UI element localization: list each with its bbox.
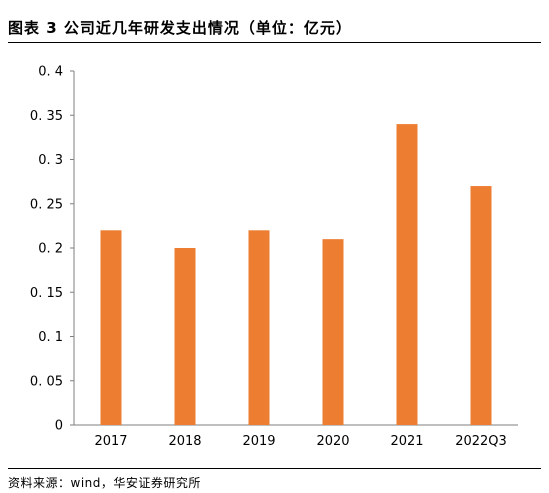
title-divider (8, 42, 541, 43)
source-divider (8, 468, 541, 469)
bar-2022Q3 (470, 186, 492, 425)
y-tick-label: 0. 3 (38, 153, 63, 168)
y-tick-label: 0. 35 (30, 109, 63, 124)
chart-title: 图表 3 公司近几年研发支出情况（单位：亿元） (8, 19, 352, 37)
y-tick-label: 0. 25 (30, 197, 63, 212)
y-tick-label: 0. 05 (30, 374, 63, 389)
y-tick-label: 0. 15 (30, 286, 63, 301)
x-category-label: 2019 (242, 434, 275, 449)
y-tick-label: 0. 1 (38, 330, 63, 345)
bar-2018 (174, 248, 196, 425)
x-category-label: 2018 (168, 434, 201, 449)
source-note: 资料来源：wind，华安证券研究所 (8, 476, 201, 490)
bar-2021 (396, 124, 418, 425)
x-category-label: 2017 (94, 434, 127, 449)
x-category-label: 2021 (390, 434, 423, 449)
y-tick-label: 0. 4 (38, 65, 63, 80)
bar-2017 (100, 230, 122, 425)
y-tick-label: 0. 2 (38, 242, 63, 257)
x-category-label: 2022Q3 (455, 434, 507, 449)
bar-chart: 0 0. 05 0. 1 0. 15 0. 2 0. 25 0. 3 0. 35 0. 4 201… (30, 65, 518, 449)
x-category-label: 2020 (316, 434, 349, 449)
bar-2020 (322, 239, 344, 425)
bar-2019 (248, 230, 270, 425)
y-tick-label: 0 (55, 419, 63, 434)
